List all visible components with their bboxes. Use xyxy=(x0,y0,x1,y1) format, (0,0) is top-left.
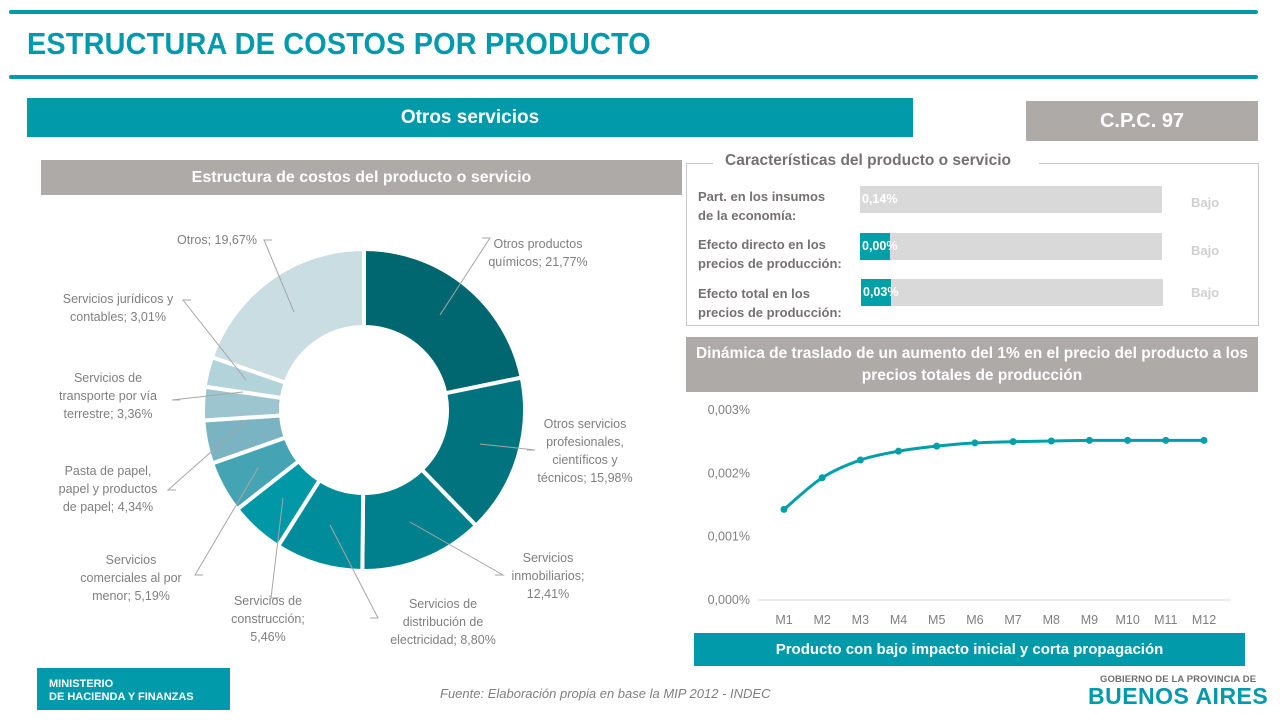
data-point xyxy=(1200,436,1208,444)
panel-border xyxy=(686,163,713,164)
x-tick-label: M6 xyxy=(966,613,983,627)
x-tick-label: M8 xyxy=(1043,613,1060,627)
char-bar: 0,00% xyxy=(860,233,1162,260)
line-chart: 0,000% 0,001% 0,002% 0,003% M1 M2 M3 M4 M5 M6 M7 M8… xyxy=(708,403,1231,627)
data-point xyxy=(1085,436,1093,444)
data-point xyxy=(818,474,826,482)
slice-label: Servicios jurídicos y contables; 3,01% xyxy=(63,292,174,324)
cpc-code: C.P.C. 97 xyxy=(1026,101,1258,141)
x-tick-label: M2 xyxy=(813,613,830,627)
leader-line xyxy=(181,299,247,381)
series-line xyxy=(783,438,1204,511)
char-bar-fill xyxy=(861,279,892,306)
x-tick-label: M7 xyxy=(1004,613,1021,627)
source-note: Fuente: Elaboración propia en base la MI… xyxy=(440,686,771,701)
char-label: Efecto total en los precios de producción… xyxy=(698,286,842,320)
slice-label: Servicios de transporte por vía terrestre;… xyxy=(59,371,157,421)
dynamics-title: Dinámica de traslado de un aumento del 1… xyxy=(686,337,1258,392)
x-tick-label: M11 xyxy=(1154,613,1177,627)
data-point xyxy=(933,442,941,450)
char-label: Efecto directo en los precios de producci… xyxy=(698,237,842,271)
x-tick-label: M10 xyxy=(1115,613,1139,627)
leader-line xyxy=(409,521,505,576)
y-tick-label: 0,002% xyxy=(708,466,750,480)
data-point xyxy=(1162,436,1170,444)
char-label: Part. en los insumos de la economía: xyxy=(698,189,826,223)
donut-slice xyxy=(418,375,527,529)
product-banner: Otros servicios xyxy=(27,98,913,137)
char-bar-fill xyxy=(860,233,891,260)
gov-logo-line2: BUENOS AIRES xyxy=(1088,683,1269,709)
gov-logo-line1: GOBIERNO DE LA PROVINCIA DE xyxy=(1100,674,1257,685)
leader-line xyxy=(439,237,491,316)
data-point xyxy=(1124,436,1132,444)
donut-slice xyxy=(362,246,525,396)
leader-line xyxy=(171,391,244,401)
x-tick-label: M5 xyxy=(928,613,945,627)
data-point xyxy=(895,447,903,455)
page-title: ESTRUCTURA DE COSTOS POR PRODUCTO xyxy=(27,26,651,61)
char-row-participation: Part. en los insumos de la economía: 0,14… xyxy=(698,186,1258,229)
ministry-logo-line1: MINISTERIO xyxy=(49,678,114,690)
leader-line xyxy=(263,239,295,313)
char-level: Bajo xyxy=(1191,243,1220,258)
characteristics-title: Características del producto o servicio xyxy=(722,152,1014,170)
char-level: Bajo xyxy=(1191,195,1220,210)
donut-chart: Otros productos químicos; 21,77% Otros ser… xyxy=(59,233,633,647)
x-tick-label: M3 xyxy=(852,613,869,627)
top-rule xyxy=(9,10,1258,14)
leader-line xyxy=(329,524,379,619)
data-point xyxy=(1047,437,1055,445)
leader-line xyxy=(270,497,284,599)
x-tick-label: M1 xyxy=(775,613,792,627)
title-rule xyxy=(9,75,1258,79)
slice-label: Servicios comerciales al por menor; 5,19% xyxy=(80,553,181,603)
slice-label: Otros servicios profesionales, científicos… xyxy=(537,417,632,485)
char-value: 0,14% xyxy=(862,192,898,206)
donut-section-title: Estructura de costos del producto o serv… xyxy=(41,160,682,195)
char-bar: 0,14% xyxy=(860,186,1162,213)
slice-label: Pasta de papel, papel y productos de papel… xyxy=(59,464,158,514)
slice-label: Servicios inmobiliarios; 12,41% xyxy=(512,551,585,601)
ministry-logo: MINISTERIO DE HACIENDA Y FINANZAS xyxy=(37,668,230,710)
panel-border xyxy=(1039,163,1259,164)
char-level: Bajo xyxy=(1191,285,1220,300)
slice-label: Otros; 19,67% xyxy=(177,233,257,247)
data-point xyxy=(856,456,864,464)
data-point xyxy=(971,439,979,447)
char-row-direct-effect: Efecto directo en los precios de producci… xyxy=(698,233,1258,277)
char-bar: 0,03% xyxy=(861,279,1163,306)
char-value: 0,03% xyxy=(863,285,899,299)
donut-slice xyxy=(209,246,366,386)
data-point xyxy=(1009,438,1017,446)
char-row-total-effect: Efecto total en los precios de producción… xyxy=(698,279,1258,326)
y-tick-label: 0,000% xyxy=(708,593,750,607)
ministry-logo-line2: DE HACIENDA Y FINANZAS xyxy=(49,691,194,703)
x-tick-label: M4 xyxy=(890,613,907,627)
char-value: 0,00% xyxy=(862,239,898,253)
slice-label: Otros productos químicos; 21,77% xyxy=(488,237,587,269)
leader-line xyxy=(194,467,259,576)
leader-line xyxy=(479,443,536,451)
y-tick-label: 0,001% xyxy=(708,530,750,544)
conclusion-banner: Producto con bajo impacto inicial y cort… xyxy=(694,633,1245,666)
x-tick-label: M9 xyxy=(1081,613,1098,627)
slice-label: Servicios de distribución de electricidad;… xyxy=(390,597,496,647)
government-logo: GOBIERNO DE LA PROVINCIA DE BUENOS AIRES xyxy=(1088,674,1269,709)
data-point xyxy=(780,505,788,513)
x-tick-label: M12 xyxy=(1192,613,1216,627)
characteristics-panel xyxy=(686,163,1259,326)
leader-line xyxy=(166,420,247,491)
y-tick-label: 0,003% xyxy=(708,403,750,417)
slice-label: Servicios de construcción; 5,46% xyxy=(231,594,305,644)
